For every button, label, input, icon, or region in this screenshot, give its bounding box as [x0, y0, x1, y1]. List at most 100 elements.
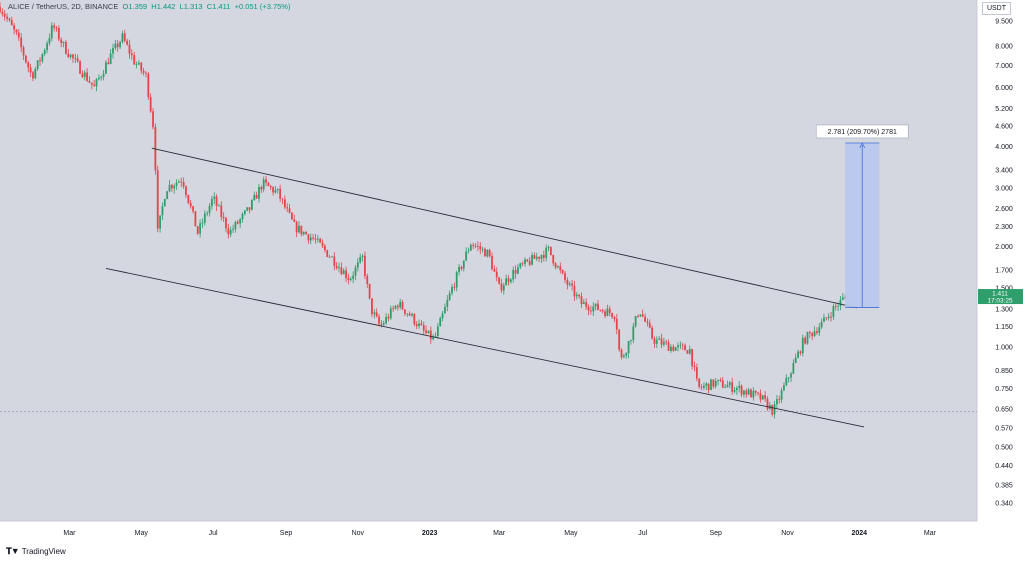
- candle-body: [349, 278, 352, 281]
- candle-body: [611, 313, 613, 318]
- candle-body: [752, 390, 755, 398]
- candle-body: [83, 72, 86, 77]
- candle-body: [361, 255, 364, 257]
- candle-body: [396, 305, 399, 308]
- candle-body: [434, 336, 437, 337]
- close-value: C1.411: [206, 2, 231, 11]
- candle-body: [411, 314, 413, 316]
- candle-body: [182, 182, 185, 187]
- candle-body: [161, 206, 164, 216]
- candle-body: [799, 351, 802, 354]
- candle-body: [17, 32, 20, 38]
- candle-body: [152, 111, 154, 128]
- candle-body: [703, 385, 705, 388]
- candle-body: [444, 306, 446, 314]
- candle-body: [542, 255, 545, 258]
- y-tick-label: 6.000: [995, 85, 1013, 92]
- y-tick-label: 1.300: [995, 306, 1013, 313]
- candle-body: [491, 256, 493, 270]
- candle-body: [712, 379, 715, 387]
- candle-body: [801, 337, 804, 354]
- candle-body: [538, 256, 541, 259]
- y-tick-label: 4.600: [995, 124, 1013, 131]
- candle-body: [462, 260, 465, 269]
- candle-body: [53, 25, 56, 28]
- candle-body: [524, 259, 526, 264]
- candle-body: [76, 58, 79, 62]
- candle-body: [604, 311, 606, 316]
- candle-body: [265, 179, 267, 183]
- candle-body: [439, 318, 442, 327]
- candle-body: [472, 244, 475, 246]
- candle-body: [493, 269, 496, 272]
- candle-body: [142, 70, 145, 73]
- price-axis[interactable]: 9.500 8.000 7.000 6.000 5.200 4.600 4.000 3.400…: [978, 19, 1023, 508]
- candle-body: [427, 330, 430, 334]
- candle-body: [3, 13, 6, 17]
- y-tick-label: 1.150: [995, 324, 1013, 331]
- candle-body: [797, 351, 799, 358]
- candle-body: [695, 367, 698, 379]
- candle-body: [460, 266, 463, 269]
- candle-body: [354, 267, 357, 276]
- measure-label: 2.781 (209.70%) 2781: [828, 129, 897, 136]
- candle-body: [105, 62, 107, 74]
- candle-body: [79, 61, 81, 74]
- candle-body: [446, 299, 449, 307]
- candle-body: [112, 47, 114, 54]
- candle-body: [790, 373, 792, 378]
- x-tick-label: Mar: [493, 530, 506, 537]
- candle-body: [639, 314, 642, 317]
- x-tick-label: Sep: [280, 530, 293, 537]
- candle-body: [554, 263, 557, 268]
- candle-body: [804, 337, 807, 344]
- candle-body: [281, 198, 284, 200]
- candle-body: [338, 267, 340, 269]
- candle-body: [514, 269, 517, 274]
- candle-body: [700, 386, 703, 388]
- candle-body: [116, 43, 119, 48]
- candle-body: [775, 399, 778, 405]
- candle-body: [519, 263, 522, 268]
- candle-body: [498, 277, 500, 284]
- candle-body: [771, 405, 774, 415]
- x-tick-label: Nov: [781, 530, 794, 537]
- candle-body: [564, 273, 566, 281]
- candle-body: [830, 316, 832, 318]
- candle-body: [679, 344, 682, 346]
- x-tick-label: 2023: [422, 530, 438, 537]
- candle-body: [507, 278, 510, 282]
- candle-body: [135, 64, 138, 66]
- candle-body: [81, 73, 84, 77]
- candle-body: [731, 382, 734, 392]
- low-value: L1.313: [179, 2, 203, 11]
- candle-body: [827, 316, 830, 319]
- candle-body: [269, 185, 272, 188]
- candle-body: [321, 242, 324, 246]
- candle-body: [500, 283, 503, 291]
- candle-body: [552, 254, 555, 264]
- candle-body: [133, 55, 136, 65]
- candle-body: [368, 283, 371, 299]
- open-value: O1.359: [122, 2, 148, 11]
- candle-body: [488, 249, 491, 257]
- candle-body: [632, 326, 635, 341]
- candle-body: [707, 383, 710, 391]
- candle-body: [677, 345, 679, 348]
- candle-body: [262, 179, 265, 190]
- candle-body: [342, 270, 345, 275]
- y-tick-label: 0.440: [995, 463, 1013, 470]
- candle-body: [477, 245, 479, 247]
- time-axis[interactable]: Mar May Jul Sep Nov 2023 Mar May Jul Sep Nov 2024 Ma…: [63, 530, 936, 537]
- candle-body: [505, 278, 508, 286]
- candle-body: [239, 219, 242, 224]
- currency-selector[interactable]: USDT: [981, 2, 1011, 15]
- candle-body: [149, 97, 152, 112]
- candle-body: [613, 317, 616, 319]
- candle-body: [288, 208, 291, 213]
- symbol-title[interactable]: ALICE / TetherUS, 2D, BINANCE: [8, 2, 119, 11]
- candle-body: [283, 199, 286, 208]
- candle-body: [745, 390, 748, 395]
